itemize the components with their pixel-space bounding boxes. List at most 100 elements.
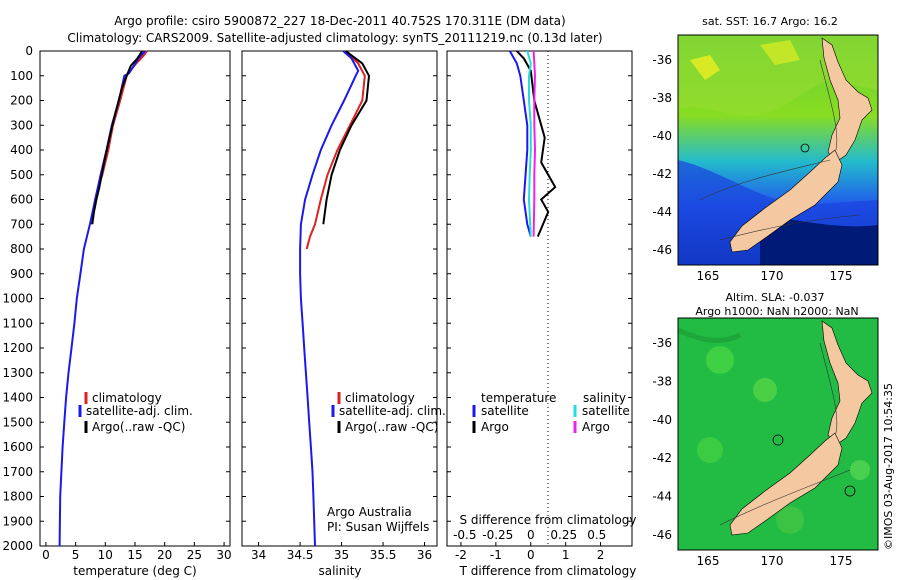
figure-title-line2: Climatology: CARS2009. Satellite-adjuste…: [67, 31, 602, 45]
tick-marks: [40, 50, 632, 547]
sla-contour-ring: [844, 485, 856, 497]
map1-title: sat. SST: 16.7 Argo: 16.2: [702, 15, 838, 28]
depth-tick-label: 1000: [2, 292, 33, 306]
x-tick-label: 34.5: [287, 548, 314, 562]
south-island-2: [729, 432, 843, 536]
series-line-temperature-satellite: [508, 50, 532, 237]
credit-line1: Argo Australia: [327, 505, 412, 519]
sdiff-tick-label: 0.5: [587, 528, 606, 542]
depth-tick-label: 2000: [2, 539, 33, 553]
map-lat-label: -38: [652, 91, 672, 105]
depth-tick-label: 1300: [2, 366, 33, 380]
diff-legend-ssat-label: satellite: [582, 404, 630, 418]
sdiff-x-ticks: -0.5 -0.25 0 0.25 0.5: [453, 528, 606, 542]
map-lat-label: -46: [652, 528, 672, 542]
depth-tick-label: 1500: [2, 415, 33, 429]
series-line-satellite-adj-clim-: [58, 50, 146, 547]
x-tick-label: 25: [187, 548, 202, 562]
x-tick-label: 35: [334, 548, 349, 562]
x-tick-label: 1: [562, 548, 570, 562]
north-island-2: [821, 320, 873, 446]
map1-frame: [677, 34, 879, 266]
sla-eddy-2: [753, 378, 777, 402]
temperature-curves: [58, 50, 148, 547]
salinity-curves: [299, 50, 371, 547]
depth-axis: 0 100 200 300 400 500 600 700 800 900 1000 1100 1200…: [2, 44, 33, 553]
map2-y-ticks: -36 -38 -40 -42 -44 -46: [652, 336, 672, 542]
sst-deep-cold: [760, 215, 878, 265]
diff-legend-sargo-label: Argo: [582, 420, 610, 434]
sst-contours: [699, 59, 861, 241]
sla-eddy-4: [850, 460, 870, 480]
x-tick-label: -1: [490, 548, 502, 562]
argo-float-marker-2: [772, 434, 784, 446]
sla-map: [678, 318, 878, 550]
depth-tick-label: 200: [10, 94, 33, 108]
difference-legend: temperature salinity satellite Argo sate…: [472, 391, 630, 434]
map-lat-label: -44: [652, 490, 672, 504]
x-tick-label: -2: [455, 548, 467, 562]
series-line-temperature-argo: [516, 50, 557, 237]
depth-tick-label: 800: [10, 242, 33, 256]
north-island: [821, 37, 873, 163]
argo-float-marker: [800, 143, 810, 153]
x-tick-label: 0: [42, 548, 50, 562]
sla-eddy-3: [697, 437, 723, 463]
sla-contours: [719, 342, 851, 526]
temperature-panel-frame: [39, 50, 231, 547]
x-tick-label: 30: [216, 548, 231, 562]
map1-x-ticks: 165 170 175: [697, 269, 853, 283]
diff-legend-tsat-label: satellite: [481, 404, 529, 418]
depth-tick-label: 1800: [2, 490, 33, 504]
tdiff-x-ticks: -2 -1 0 1 2: [455, 542, 604, 562]
depth-tick-label: 500: [10, 168, 33, 182]
difference-curves: [508, 50, 557, 237]
map-lat-label: -36: [652, 336, 672, 350]
legend-argo-label: Argo(..raw -QC): [92, 420, 185, 434]
sst-yellow-patch-2: [760, 40, 800, 65]
series-line-argo-raw-qc-: [91, 50, 143, 225]
temperature-axis-label: temperature (deg C): [73, 564, 196, 578]
salinity-axis-label: salinity: [318, 564, 361, 578]
depth-tick-label: 0: [25, 44, 33, 58]
depth-tick-label: 1200: [2, 341, 33, 355]
map-lat-label: -36: [652, 53, 672, 67]
depth-tick-label: 1900: [2, 514, 33, 528]
sst-yellow-patch-1: [690, 55, 720, 80]
depth-tick-label: 300: [10, 118, 33, 132]
x-tick-label: 36: [417, 548, 432, 562]
sla-eddy-5: [776, 506, 804, 534]
x-tick-label: 35.5: [370, 548, 397, 562]
figure-title-line1: Argo profile: csiro 5900872_227 18-Dec-2…: [114, 14, 565, 28]
depth-tick-label: 1600: [2, 440, 33, 454]
sdiff-tick-label: 0: [527, 528, 535, 542]
map-lat-label: -38: [652, 374, 672, 388]
temperature-x-ticks: 0 5 10 15 20 25 30: [42, 542, 232, 562]
x-tick-label: 34: [251, 548, 266, 562]
series-line-salinity-argo: [532, 50, 537, 237]
depth-tick-label: 1700: [2, 465, 33, 479]
depth-tick-label: 900: [10, 267, 33, 281]
difference-panel-frame: [446, 50, 633, 547]
map-lat-label: -46: [652, 243, 672, 257]
map2-title-line2: Argo h1000: NaN h2000: NaN: [695, 305, 858, 318]
x-tick-label: 5: [72, 548, 80, 562]
salinity-panel-frame: [241, 50, 438, 547]
sal-legend-climatology-label: climatology: [345, 391, 415, 405]
sdiff-tick-label: -0.5: [453, 528, 476, 542]
map-lon-label: 165: [697, 554, 720, 568]
legend-climatology-label: climatology: [92, 391, 162, 405]
tdiff-axis-label: T difference from climatology: [459, 564, 637, 578]
salinity-legend: climatology satellite-adj. clim. Argo(..…: [331, 391, 446, 434]
x-tick-label: 15: [127, 548, 142, 562]
sal-legend-satellite-label: satellite-adj. clim.: [339, 404, 446, 418]
map-lon-label: 175: [830, 269, 853, 283]
salinity-x-ticks: 34 34.5 35 35.5 36: [251, 542, 432, 562]
sdiff-tick-label: -0.25: [482, 528, 513, 542]
diff-legend-targo-label: Argo: [481, 420, 509, 434]
map-lon-label: 170: [761, 269, 784, 283]
depth-tick-label: 100: [10, 69, 33, 83]
map-lat-label: -42: [652, 451, 672, 465]
sst-map: [678, 35, 878, 265]
